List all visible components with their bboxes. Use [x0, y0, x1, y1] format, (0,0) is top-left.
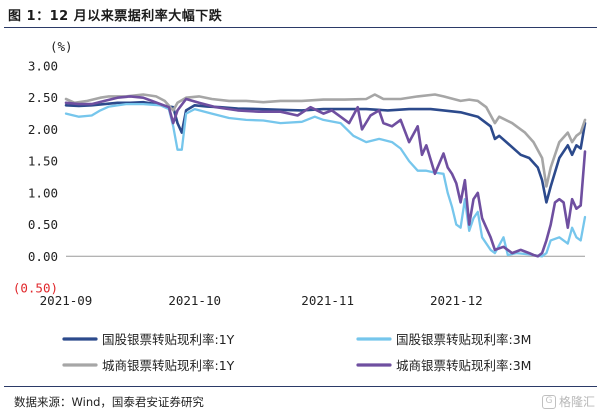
series-line-2: [64, 93, 587, 188]
y-tick-label-5: 0.50: [28, 217, 58, 232]
watermark-text: 格隆汇: [558, 395, 595, 409]
x-tick-label-3: 2021-12: [430, 293, 483, 308]
footer-rule: [4, 386, 597, 387]
series-line-1: [64, 102, 587, 258]
y-axis: (%) 3.00 2.50 2.00 1.50 1.00 0.50 0.00 (0.50): [13, 39, 73, 296]
line-chart: (%) 3.00 2.50 2.00 1.50 1.00 0.50 0.00 (0.50) 20…: [13, 39, 587, 373]
title-rule: [4, 27, 597, 28]
figure-title: 图 1：12 月以来票据利率大幅下跌: [8, 9, 223, 24]
legend-label-1: 国股银票转贴现利率:3M: [396, 332, 531, 347]
y-tick-label-0: 3.00: [28, 59, 58, 74]
series-line-3: [64, 95, 587, 258]
watermark: G 格隆汇: [541, 393, 595, 410]
y-axis-unit-label: (%): [50, 39, 73, 54]
x-tick-label-1: 2021-10: [168, 293, 221, 308]
y-tick-label-3: 1.50: [28, 154, 58, 169]
x-tick-label-2: 2021-11: [301, 293, 354, 308]
y-tick-label-4: 1.00: [28, 185, 58, 200]
y-tick-label-2: 2.00: [28, 122, 58, 137]
series-line-0: [64, 100, 587, 204]
legend-label-0: 国股银票转贴现利率:1Y: [102, 332, 235, 347]
y-tick-label-1: 2.50: [28, 90, 58, 105]
x-axis: 2021-09 2021-10 2021-11 2021-12: [40, 255, 585, 308]
watermark-logo-icon: G: [541, 394, 556, 409]
source-note: 数据来源：Wind，国泰君安证券研究: [14, 395, 204, 409]
y-tick-label-7: (0.50): [13, 281, 58, 296]
y-tick-label-6: 0.00: [28, 249, 58, 264]
legend-label-2: 城商银票转贴现利率:1Y: [102, 358, 235, 373]
legend: 国股银票转贴现利率:1Y 国股银票转贴现利率:3M 城商银票转贴现利率:1Y 城商银票…: [62, 332, 531, 373]
series-lines: [64, 93, 587, 258]
legend-label-3: 城商银票转贴现利率:3M: [396, 358, 531, 373]
x-tick-label-0: 2021-09: [40, 293, 93, 308]
